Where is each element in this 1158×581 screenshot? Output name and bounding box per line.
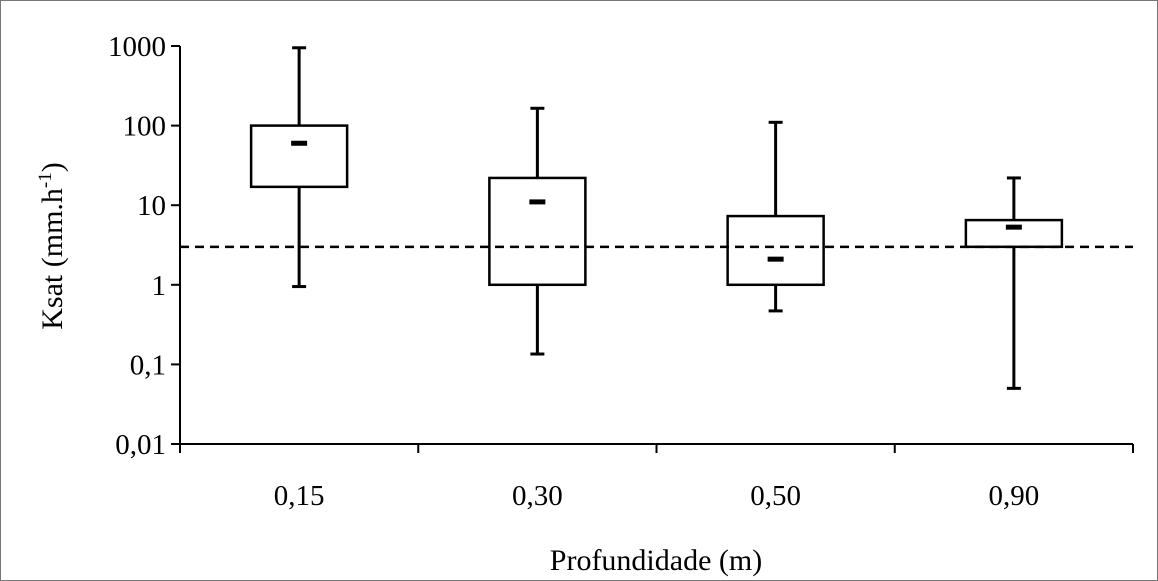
box-median-marker — [529, 199, 546, 205]
x-tick-label: 0,50 — [750, 480, 801, 512]
y-tick-label: 10 — [137, 190, 166, 222]
box-iqr — [488, 176, 587, 287]
y-tick-label: 1000 — [108, 31, 166, 63]
y-axis-title-close: ) — [36, 162, 69, 172]
y-tick-label: 100 — [123, 111, 167, 143]
y-tick-label: 0,01 — [115, 429, 166, 461]
y-axis-title: Ksat (mm.h-1) — [35, 162, 69, 329]
y-axis-title-superscript: -1 — [35, 172, 56, 188]
box-median-marker — [1005, 224, 1022, 230]
y-axis-title-main: Ksat (mm.h — [36, 188, 69, 330]
x-tick-label: 0,30 — [512, 480, 563, 512]
box-iqr — [249, 124, 349, 189]
y-tick-label: 0,1 — [130, 349, 166, 381]
box-median-marker — [767, 256, 784, 262]
x-tick-label: 0,15 — [274, 480, 325, 512]
x-tick-label: 0,90 — [989, 480, 1040, 512]
box-iqr — [726, 214, 825, 287]
box-iqr — [964, 218, 1064, 249]
box-median-marker — [291, 140, 308, 146]
y-tick-label: 1 — [152, 270, 167, 302]
x-axis-title: Profundidade (m) — [550, 544, 762, 577]
